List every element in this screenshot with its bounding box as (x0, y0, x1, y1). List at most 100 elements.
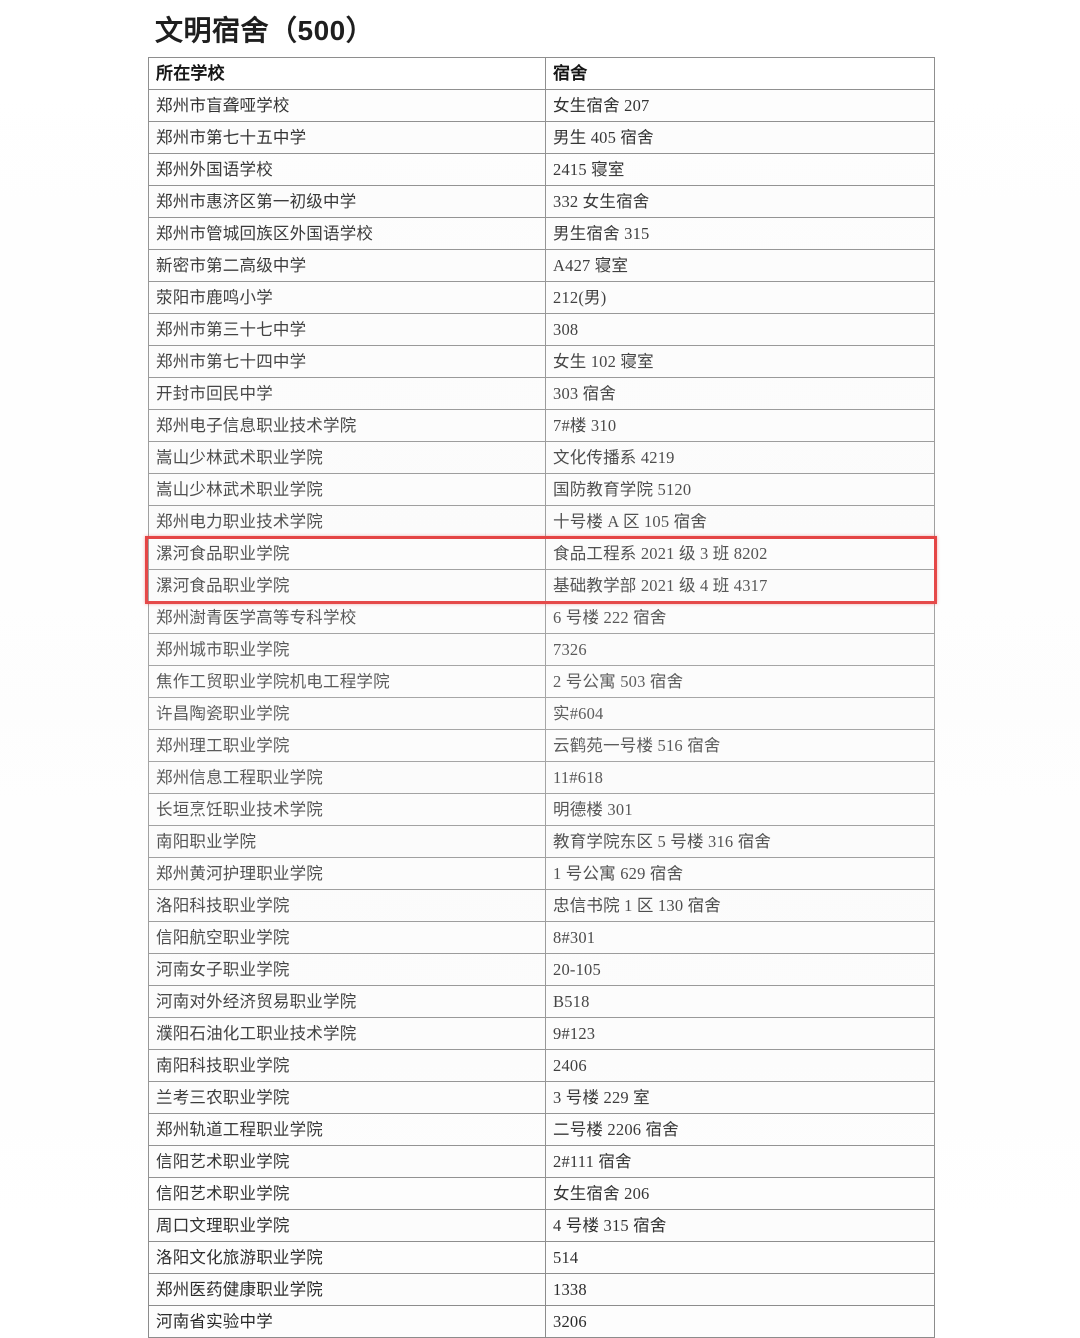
cell-school: 河南女子职业学院 (148, 953, 546, 986)
table-header: 所在学校 宿舍 (148, 57, 935, 90)
column-header-school: 所在学校 (148, 57, 546, 90)
cell-dorm: 11#618 (545, 761, 935, 794)
cell-school: 荥阳市鹿鸣小学 (148, 281, 546, 314)
cell-school: 周口文理职业学院 (148, 1209, 546, 1242)
cell-dorm: 二号楼 2206 宿舍 (545, 1113, 935, 1146)
cell-dorm: 2#111 宿舍 (545, 1145, 935, 1178)
table-row: 郑州外国语学校 2415 寝室 (148, 153, 935, 186)
cell-dorm: 332 女生宿舍 (545, 185, 935, 218)
table-row: 河南女子职业学院 20-105 (148, 953, 935, 986)
dormitory-table-container: 所在学校 宿舍 郑州市盲聋哑学校 女生宿舍 207 郑州市第七十五中学 男生 405 … (148, 57, 935, 1338)
table-row: 河南省实验中学 3206 (148, 1305, 935, 1338)
table-row: 河南对外经济贸易职业学院 B518 (148, 985, 935, 1018)
cell-dorm: 基础教学部 2021 级 4 班 4317 (545, 569, 935, 602)
table-row: 许昌陶瓷职业学院 实#604 (148, 697, 935, 730)
cell-school: 长垣烹饪职业技术学院 (148, 793, 546, 826)
cell-dorm: 忠信书院 1 区 130 宿舍 (545, 889, 935, 922)
cell-school: 郑州市盲聋哑学校 (148, 89, 546, 122)
cell-school: 郑州市第七十五中学 (148, 121, 546, 154)
cell-school: 郑州市管城回族区外国语学校 (148, 217, 546, 250)
cell-dorm: 国防教育学院 5120 (545, 473, 935, 506)
cell-school: 郑州理工职业学院 (148, 729, 546, 762)
table-row: 郑州市管城回族区外国语学校 男生宿舍 315 (148, 217, 935, 250)
cell-dorm: 212(男) (545, 281, 935, 314)
cell-dorm: 女生 102 寝室 (545, 345, 935, 378)
cell-school: 南阳职业学院 (148, 825, 546, 858)
table-row: 南阳科技职业学院 2406 (148, 1049, 935, 1082)
cell-school: 新密市第二高级中学 (148, 249, 546, 282)
cell-school: 洛阳文化旅游职业学院 (148, 1241, 546, 1274)
cell-school: 信阳艺术职业学院 (148, 1177, 546, 1210)
table-row: 信阳航空职业学院 8#301 (148, 921, 935, 954)
cell-dorm: 2406 (545, 1049, 935, 1082)
cell-school: 漯河食品职业学院 (148, 569, 546, 602)
cell-dorm: 实#604 (545, 697, 935, 730)
cell-school: 洛阳科技职业学院 (148, 889, 546, 922)
table-row: 郑州电力职业技术学院 十号楼 A 区 105 宿舍 (148, 505, 935, 538)
cell-dorm: B518 (545, 985, 935, 1018)
cell-dorm: 7#楼 310 (545, 409, 935, 442)
cell-school: 郑州外国语学校 (148, 153, 546, 186)
cell-school: 郑州市惠济区第一初级中学 (148, 185, 546, 218)
cell-dorm: 514 (545, 1241, 935, 1274)
cell-dorm: 4 号楼 315 宿舍 (545, 1209, 935, 1242)
table-row: 郑州医药健康职业学院 1338 (148, 1273, 935, 1306)
table-row: 郑州理工职业学院 云鹤苑一号楼 516 宿舍 (148, 729, 935, 762)
cell-school: 郑州电子信息职业技术学院 (148, 409, 546, 442)
cell-school: 郑州轨道工程职业学院 (148, 1113, 546, 1146)
cell-school: 兰考三农职业学院 (148, 1081, 546, 1114)
table-row: 洛阳科技职业学院 忠信书院 1 区 130 宿舍 (148, 889, 935, 922)
cell-school: 濮阳石油化工职业技术学院 (148, 1017, 546, 1050)
cell-dorm: 20-105 (545, 953, 935, 986)
cell-school: 郑州市第七十四中学 (148, 345, 546, 378)
table-row: 信阳艺术职业学院 2#111 宿舍 (148, 1145, 935, 1178)
cell-school: 许昌陶瓷职业学院 (148, 697, 546, 730)
table-row: 南阳职业学院 教育学院东区 5 号楼 316 宿舍 (148, 825, 935, 858)
cell-school: 郑州市第三十七中学 (148, 313, 546, 346)
cell-dorm: 1 号公寓 629 宿舍 (545, 857, 935, 890)
table-row: 开封市回民中学 303 宿舍 (148, 377, 935, 410)
cell-dorm: 女生宿舍 207 (545, 89, 935, 122)
table-row: 郑州市盲聋哑学校 女生宿舍 207 (148, 89, 935, 122)
cell-dorm: 9#123 (545, 1017, 935, 1050)
table-row: 郑州澍青医学高等专科学校 6 号楼 222 宿舍 (148, 601, 935, 634)
cell-dorm: 十号楼 A 区 105 宿舍 (545, 505, 935, 538)
cell-dorm: 8#301 (545, 921, 935, 954)
cell-dorm: 6 号楼 222 宿舍 (545, 601, 935, 634)
table-row: 郑州市第七十四中学 女生 102 寝室 (148, 345, 935, 378)
table-row: 长垣烹饪职业技术学院 明德楼 301 (148, 793, 935, 826)
cell-school: 信阳航空职业学院 (148, 921, 546, 954)
cell-school: 河南对外经济贸易职业学院 (148, 985, 546, 1018)
table-row: 郑州黄河护理职业学院 1 号公寓 629 宿舍 (148, 857, 935, 890)
cell-school: 郑州澍青医学高等专科学校 (148, 601, 546, 634)
cell-school: 郑州黄河护理职业学院 (148, 857, 546, 890)
table-row: 郑州市第三十七中学 308 (148, 313, 935, 346)
table-row: 郑州信息工程职业学院 11#618 (148, 761, 935, 794)
table-row: 漯河食品职业学院 基础教学部 2021 级 4 班 4317 (148, 569, 935, 602)
cell-school: 嵩山少林武术职业学院 (148, 441, 546, 474)
cell-school: 嵩山少林武术职业学院 (148, 473, 546, 506)
cell-school: 漯河食品职业学院 (148, 537, 546, 570)
cell-dorm: 3206 (545, 1305, 935, 1338)
cell-dorm: 文化传播系 4219 (545, 441, 935, 474)
cell-dorm: 2 号公寓 503 宿舍 (545, 665, 935, 698)
cell-dorm: 2415 寝室 (545, 153, 935, 186)
table-row: 周口文理职业学院 4 号楼 315 宿舍 (148, 1209, 935, 1242)
dormitory-table: 所在学校 宿舍 郑州市盲聋哑学校 女生宿舍 207 郑州市第七十五中学 男生 405 … (148, 57, 935, 1338)
cell-dorm: 1338 (545, 1273, 935, 1306)
cell-dorm: A427 寝室 (545, 249, 935, 282)
cell-school: 郑州城市职业学院 (148, 633, 546, 666)
table-row: 郑州城市职业学院 7326 (148, 633, 935, 666)
cell-dorm: 308 (545, 313, 935, 346)
cell-dorm: 7326 (545, 633, 935, 666)
cell-dorm: 3 号楼 229 室 (545, 1081, 935, 1114)
cell-school: 郑州电力职业技术学院 (148, 505, 546, 538)
cell-dorm: 教育学院东区 5 号楼 316 宿舍 (545, 825, 935, 858)
cell-dorm: 女生宿舍 206 (545, 1177, 935, 1210)
cell-school: 郑州信息工程职业学院 (148, 761, 546, 794)
cell-school: 郑州医药健康职业学院 (148, 1273, 546, 1306)
table-row: 洛阳文化旅游职业学院 514 (148, 1241, 935, 1274)
table-row: 嵩山少林武术职业学院 国防教育学院 5120 (148, 473, 935, 506)
table-row: 荥阳市鹿鸣小学 212(男) (148, 281, 935, 314)
